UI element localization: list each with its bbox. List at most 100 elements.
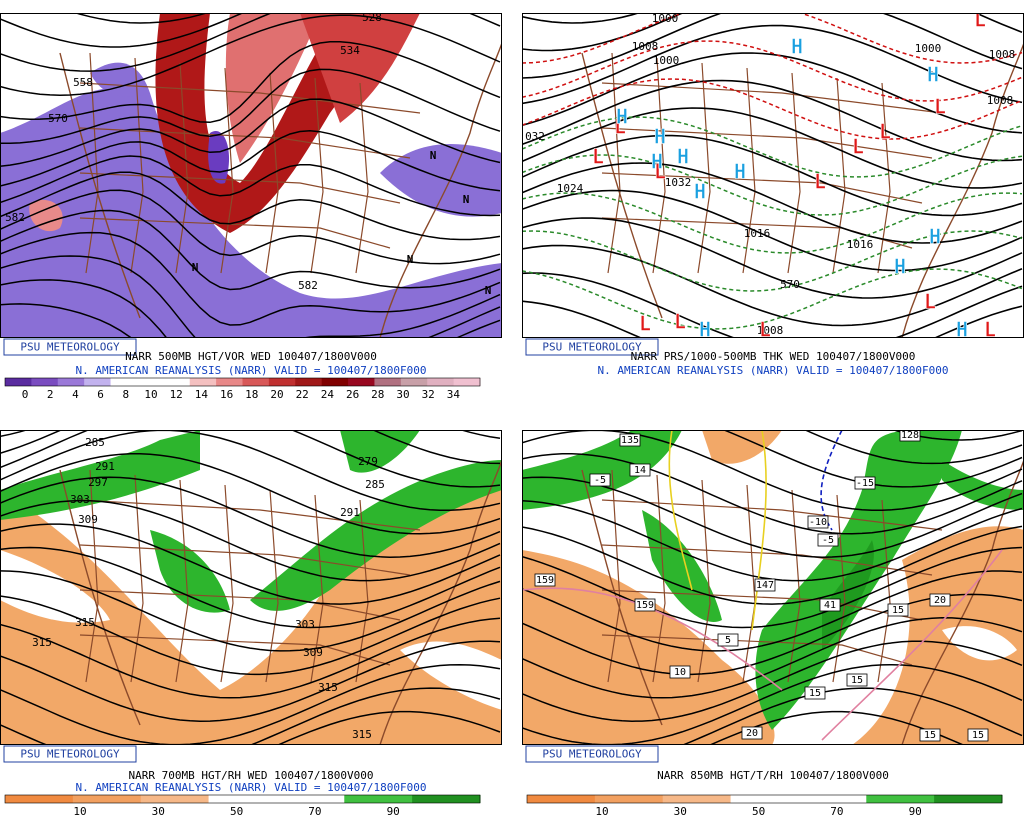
pressure-center: L [879,120,891,144]
contour-line [0,155,501,217]
colorbar-label: 50 [752,805,765,818]
colorbar-label: 0 [22,388,29,401]
colorbar-segment [5,378,32,386]
contour-line [522,24,1023,105]
colorbar-segment [321,378,349,386]
contour-label: 285 [85,436,105,449]
state-border [601,499,943,531]
state-border [601,544,933,576]
badge: PSU METEOROLOGY [20,748,120,761]
colorbar-frame [4,794,481,804]
contour-label: -15 [856,478,874,489]
contour-line [0,640,501,722]
contour-line [0,546,501,629]
contour-label: 309 [303,646,323,659]
contour-label: 1024 [557,182,584,195]
contour-line [0,595,501,676]
map-panel: 558 570 582 582 534 528 N N N N N PSU METEOROLOGY NA… [0,13,502,401]
contour-line [522,476,1023,558]
colorbar-segment [72,795,142,803]
colorbar-segment [934,795,1003,803]
contour-line [0,209,501,291]
contour-label: 128 [901,430,919,441]
colorbar-segment [57,378,85,386]
pressure-center: L [614,115,626,139]
contour-label: 20 [934,595,946,606]
state-border [652,57,666,274]
contour-line [522,162,1023,244]
label-box [919,728,941,742]
pressure-center: H [927,63,939,87]
colorbar-label: 8 [122,388,129,401]
contour-line [0,68,501,145]
pressure-center: H [654,125,666,149]
contour-line [73,13,209,24]
contour-label: 1016 [744,227,771,240]
contour-label: 315 [318,681,338,694]
contour-line [0,430,501,488]
badge-box [525,745,659,763]
colorbar-segment [344,795,413,803]
label-box [619,433,641,447]
contour-line [0,13,501,72]
contour-line [522,244,1023,327]
shaded-region [90,62,150,97]
contour-label: 303 [295,618,315,631]
state-border [355,499,369,683]
contour-line [522,546,1023,629]
shaded-region [150,530,230,613]
state-border [130,57,144,274]
pressure-center: H [699,318,711,342]
badge: PSU METEOROLOGY [20,341,120,354]
state-border [79,499,421,531]
colorbar-label: 6 [97,388,104,401]
label-box [807,515,829,529]
contour-label: 315 [352,728,372,741]
label-box [887,603,909,617]
state-border [79,172,401,204]
colorbar-segment [662,795,732,803]
colorbar-segment [268,378,296,386]
contour-line [0,303,501,338]
label-box [589,473,611,487]
badge-box [525,338,659,356]
contour-label: 570 [48,112,68,125]
label-box [741,726,763,740]
state-border [787,489,801,683]
contour-line [0,13,245,48]
colorbar-frame [4,377,481,387]
map-background [522,13,1024,338]
state-border [601,127,933,159]
contour-line [891,430,1023,441]
colorbar-segment [594,795,664,803]
pressure-center: L [974,8,986,32]
colorbar-label: 90 [387,805,400,818]
contour-label: 297 [88,476,108,489]
contour-line [0,430,501,512]
pressure-center: L [654,160,666,184]
contour-line [522,189,1023,272]
colorbar-segment [5,795,74,803]
contour-label: 303 [70,493,90,506]
state-border [265,72,279,274]
contour-label: 159 [536,575,554,586]
contour-line [276,710,501,745]
colorbar-segment [730,795,799,803]
contour-label: 315 [75,616,95,629]
label-box [717,633,739,647]
colorbar-label: 28 [371,388,384,401]
state-border [652,474,666,683]
contour-label: 558 [73,76,93,89]
state-border [220,67,234,274]
contour-label: 15 [851,675,863,686]
map-frame [0,13,502,338]
map-area: 135 14 -5 159 159 147 -10 -15 -5 41 15 15 15 20 10 20 5 1… [522,430,1024,745]
colorbar-label: 14 [195,388,209,401]
contour-line [522,272,1023,338]
state-border [697,62,711,274]
contour-label: 291 [95,460,115,473]
badge-box [3,745,137,763]
contour-label: 10 [674,667,686,678]
contour-line [803,430,1023,465]
